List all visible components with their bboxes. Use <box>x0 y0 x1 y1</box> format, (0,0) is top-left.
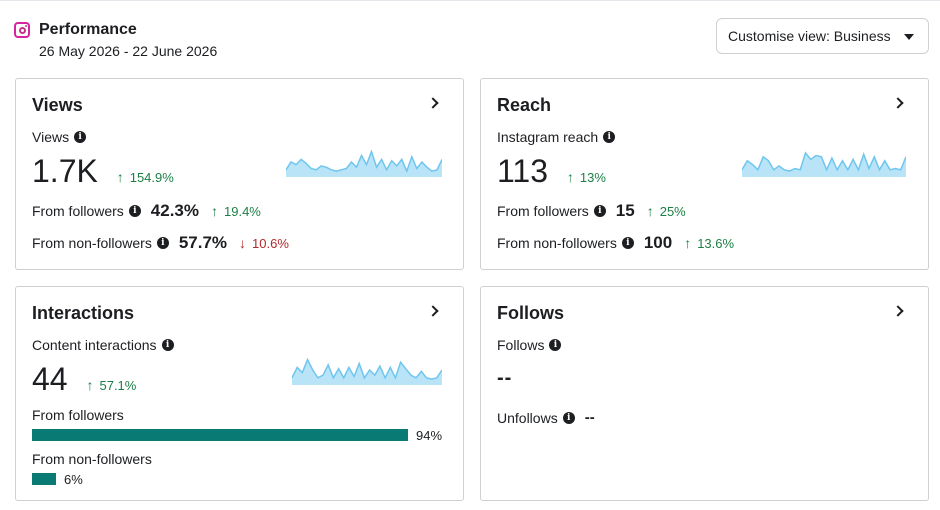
sparkline-line <box>286 149 442 174</box>
card-title: Interactions <box>32 303 135 323</box>
follows-card[interactable]: Follows Follows i -- Unfollows i -- <box>480 286 929 501</box>
views-sparkline <box>286 149 442 177</box>
from-non-followers-label: From non-followers <box>32 235 152 251</box>
metric-label: Follows i <box>497 337 562 353</box>
from-followers-delta-value: 25% <box>659 203 686 219</box>
from-non-followers-row: From non-followers i 57.7% ↓ 10.6% <box>32 233 289 253</box>
reach-card[interactable]: Reach Instagram reach i 113 ↑ 13% From f… <box>480 78 929 270</box>
caret-down-icon <box>904 34 914 40</box>
from-non-followers-delta-value: 10.6% <box>252 235 289 251</box>
from-followers-value: 15 <box>615 201 635 220</box>
unfollows-row: Unfollows i -- <box>497 409 607 426</box>
metric-value-row: 44 ↑ 57.1% <box>32 361 136 398</box>
from-followers-row: From followers i 42.3% ↑ 19.4% <box>32 201 261 221</box>
from-non-followers-label: From non-followers <box>497 235 617 251</box>
from-non-followers-delta-value: 13.6% <box>697 235 735 251</box>
sparkline-area <box>286 151 442 177</box>
from-non-followers-delta: ↑ 13.6% <box>684 235 734 251</box>
chevron-right-icon[interactable] <box>427 97 439 109</box>
from-non-followers-label: From non-followers <box>32 451 152 467</box>
chevron-right-icon[interactable] <box>892 97 904 109</box>
date-range: 26 May 2026 - 22 June 2026 <box>39 43 218 59</box>
from-followers-delta: ↑ 25% <box>647 203 686 219</box>
from-non-followers-row: From non-followers i 100 ↑ 13.6% <box>497 233 734 253</box>
metric-value: 44 <box>32 361 68 397</box>
info-icon[interactable]: i <box>128 205 141 217</box>
metric-delta-value: 57.1% <box>99 377 137 393</box>
metric-value-row: 113 ↑ 13% <box>497 153 606 190</box>
from-non-followers-value: 100 <box>643 233 673 252</box>
sparkline-line <box>742 151 906 172</box>
info-icon[interactable]: i <box>593 205 606 217</box>
chevron-right-icon[interactable] <box>892 305 904 317</box>
info-icon[interactable]: i <box>621 237 634 249</box>
from-followers-label: From followers <box>32 407 124 423</box>
arrow-up-icon: ↑ <box>211 203 218 219</box>
metric-delta: ↑ 57.1% <box>86 377 136 393</box>
card-title: Follows <box>497 303 564 323</box>
metric-label-text: Views <box>32 129 70 145</box>
metric-value: 113 <box>497 153 549 189</box>
sparkline-line <box>292 357 442 380</box>
metric-delta-value: 13% <box>579 169 606 185</box>
chevron-right-icon[interactable] <box>427 305 439 317</box>
from-followers-row: From followers i 15 ↑ 25% <box>497 201 686 221</box>
metric-label-text: Instagram reach <box>497 129 599 145</box>
customise-view-label: Customise view: Business <box>728 28 891 44</box>
views-card[interactable]: Views Views i 1.7K ↑ 154.9% From followe… <box>15 78 464 270</box>
card-title: Views <box>32 95 83 115</box>
metric-value: 1.7K <box>32 153 98 189</box>
arrow-up-icon: ↑ <box>86 377 94 393</box>
metric-label-text: Content interactions <box>32 337 157 353</box>
metric-label: Instagram reach i <box>497 129 616 145</box>
metric-delta: ↑ 154.9% <box>117 169 174 185</box>
arrow-up-icon: ↑ <box>116 169 124 185</box>
info-icon[interactable]: i <box>74 131 87 143</box>
instagram-icon <box>14 22 30 38</box>
info-icon[interactable]: i <box>603 131 616 143</box>
from-non-followers-delta: ↓ 10.6% <box>239 235 289 251</box>
arrow-up-icon: ↑ <box>566 169 574 185</box>
arrow-up-icon: ↑ <box>646 203 654 219</box>
from-followers-value: 42.3% <box>150 201 199 220</box>
sparkline-area <box>292 359 442 385</box>
info-icon[interactable]: i <box>161 339 174 351</box>
page-title: Performance <box>39 21 137 38</box>
from-non-followers-bar <box>32 473 56 485</box>
interactions-sparkline <box>292 357 442 385</box>
info-icon[interactable]: i <box>549 339 562 351</box>
from-non-followers-percent: 6% <box>64 472 83 487</box>
from-followers-label: From followers <box>497 203 589 219</box>
interactions-card[interactable]: Interactions Content interactions i 44 ↑… <box>15 286 464 501</box>
card-title: Reach <box>497 95 552 115</box>
metric-label-text: Follows <box>497 337 545 353</box>
customise-view-dropdown[interactable]: Customise view: Business <box>716 18 929 54</box>
metric-label: Content interactions i <box>32 337 174 353</box>
from-followers-percent: 94% <box>416 428 443 443</box>
from-non-followers-value: 57.7% <box>178 233 228 252</box>
metric-delta-value: 154.9% <box>129 169 174 185</box>
from-followers-label: From followers <box>32 203 124 219</box>
unfollows-value: -- <box>584 409 595 426</box>
unfollows-label: Unfollows <box>497 409 558 426</box>
arrow-up-icon: ↑ <box>684 235 692 251</box>
from-followers-delta: ↑ 19.4% <box>211 203 261 219</box>
metric-label: Views i <box>32 129 87 145</box>
from-followers-delta-value: 19.4% <box>224 203 261 219</box>
from-followers-bar <box>32 429 408 441</box>
metric-delta: ↑ 13% <box>567 169 606 185</box>
reach-sparkline <box>742 151 906 177</box>
metric-value-row: 1.7K ↑ 154.9% <box>32 153 174 190</box>
arrow-down-icon: ↓ <box>239 235 247 251</box>
info-icon[interactable]: i <box>156 237 169 249</box>
info-icon[interactable]: i <box>562 411 575 424</box>
follows-value: -- <box>497 367 513 389</box>
